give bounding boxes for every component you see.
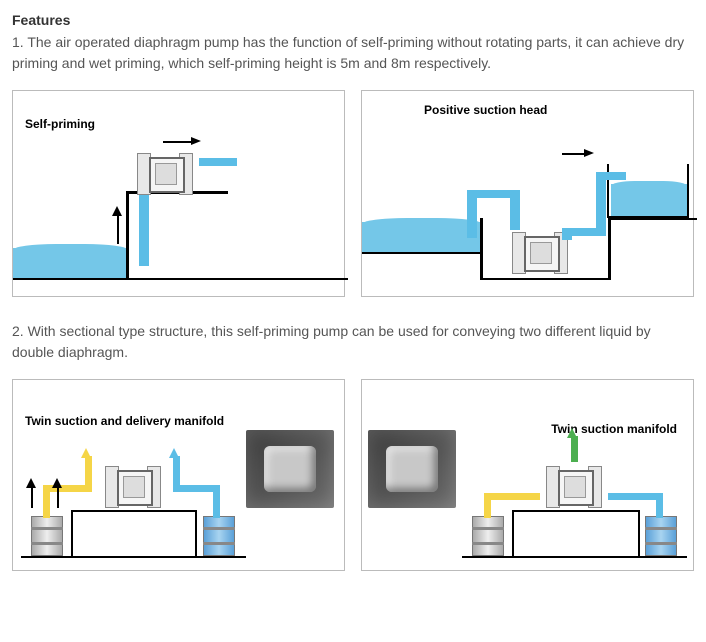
- features-heading: Features: [12, 12, 694, 28]
- drum-icon: [645, 516, 677, 556]
- diagram-label: Twin suction and delivery manifold: [25, 414, 224, 428]
- diagram-positive-suction: Positive suction head: [361, 90, 694, 297]
- diagram-row-2: Twin suction and delivery manifold: [12, 379, 694, 571]
- diagram-label: Positive suction head: [424, 103, 547, 117]
- drum-icon: [31, 516, 63, 556]
- diagram-row-1: Self-priming Positive suction head: [12, 90, 694, 297]
- pump-icon: [544, 462, 604, 510]
- diagram-twin-delivery: Twin suction and delivery manifold: [12, 379, 345, 571]
- feature-1-text: 1. The air operated diaphragm pump has t…: [12, 32, 694, 74]
- pump-icon: [103, 462, 163, 510]
- diagram-twin-suction: Twin suction manifold: [361, 379, 694, 571]
- drum-icon: [203, 516, 235, 556]
- pump-icon: [510, 228, 570, 276]
- diagram-label: Self-priming: [25, 117, 95, 131]
- drum-icon: [472, 516, 504, 556]
- pump-photo: [368, 430, 456, 508]
- pump-photo: [246, 430, 334, 508]
- diagram-self-priming: Self-priming: [12, 90, 345, 297]
- pump-icon: [135, 149, 195, 197]
- feature-2-text: 2. With sectional type structure, this s…: [12, 321, 694, 363]
